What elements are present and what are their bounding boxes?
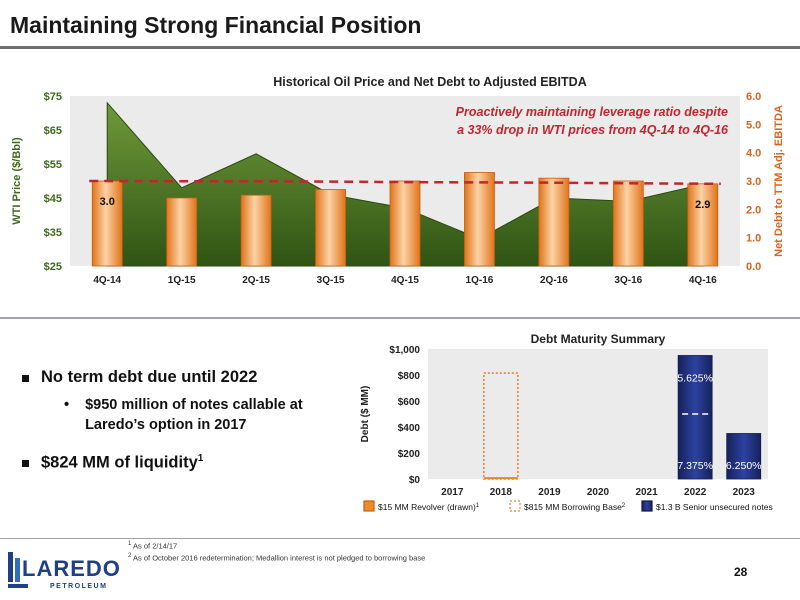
x-axis-tick-label: 3Q-16 (614, 275, 642, 286)
debt-maturity-chart: Debt Maturity Summary Debt ($ MM) $0 $200… (360, 332, 773, 512)
right-axis-tick-label: 3.0 (746, 176, 761, 188)
x-axis-tick-label: 4Q-14 (93, 275, 121, 286)
y-axis-tick-label: $200 (398, 449, 421, 460)
right-axis-tick-label: 0.0 (746, 261, 761, 273)
legend-label: $15 MM Revolver (drawn)1 (378, 502, 480, 512)
coupon-label: 7.375% (677, 460, 713, 472)
logo-wordmark: LAREDO (22, 556, 121, 581)
leverage-bar (538, 177, 570, 267)
x-axis-tick-label: 2018 (490, 487, 513, 498)
sub-bullet-callable: • $950 million of notes callable at Lare… (64, 395, 342, 435)
left-axis-title: WTI Price ($/Bbl) (11, 137, 23, 225)
key-points: No term debt due until 2022 • $950 milli… (22, 368, 342, 473)
footnote-1: 1 As of 2/14/17 (128, 541, 178, 551)
bullet-liquidity-text: $824 MM of liquidity (41, 453, 198, 472)
square-bullet-icon (22, 375, 29, 382)
legend-footnote-mark: 1 (476, 503, 480, 509)
x-axis-tick-label: 2021 (635, 487, 658, 498)
x-axis-tick-label: 4Q-15 (391, 275, 419, 286)
right-axis-title: Net Debt to TTM Adj. EBITDA (773, 105, 785, 257)
title-divider (0, 46, 800, 49)
right-axis-tick-label: 4.0 (746, 148, 761, 160)
round-bullet-icon: • (64, 397, 70, 413)
annotation-line-2: a 33% drop in WTI prices from 4Q-14 to 4… (457, 123, 729, 137)
y-axis-tick-label: $0 (409, 475, 421, 486)
leverage-bar (389, 180, 421, 267)
leverage-bar (240, 194, 272, 267)
x-axis-tick-label: 2022 (684, 487, 707, 498)
y-axis-tick-label: $1,000 (389, 345, 420, 356)
logo-mark-bar (15, 558, 20, 582)
x-axis-tick-label: 1Q-16 (466, 275, 494, 286)
leverage-trend-line (89, 179, 721, 186)
y-axis-tick-label: $600 (398, 397, 421, 408)
bullet-term-debt: No term debt due until 2022 (22, 368, 342, 387)
left-axis-tick-label: $45 (44, 193, 62, 205)
leverage-bar (315, 189, 346, 267)
legend-swatch (363, 500, 375, 512)
coupon-label: 6.250% (726, 460, 762, 472)
x-axis-tick-label: 2020 (587, 487, 610, 498)
laredo-logo: LAREDO PETROLEUM (8, 552, 121, 590)
logo-mark-bar (8, 584, 28, 588)
left-axis-tick-label: $35 (44, 227, 62, 239)
annotation-line-1: Proactively maintaining leverage ratio d… (456, 105, 728, 119)
liquidity-footnote-mark: 1 (197, 453, 204, 464)
y-axis-tick-label: $800 (398, 371, 421, 382)
square-bullet-icon (22, 460, 29, 467)
section-divider (0, 317, 800, 319)
plot-background (428, 349, 768, 479)
leverage-bar (687, 183, 719, 267)
coupon-label: 5.625% (677, 373, 713, 385)
bullet-liquidity: $824 MM of liquidity1 (22, 453, 342, 473)
leverage-data-label: 2.9 (695, 199, 710, 211)
leverage-bar (464, 172, 495, 267)
senior-notes-bar (677, 355, 713, 480)
chart-title: Debt Maturity Summary (531, 332, 666, 346)
legend-label: $815 MM Borrowing Base2 (524, 502, 626, 512)
logo-mark-bar (8, 552, 13, 582)
x-axis-tick-label: 2023 (733, 487, 756, 498)
left-axis-tick-label: $25 (44, 261, 62, 273)
x-axis-tick-label: 4Q-16 (689, 275, 717, 286)
legend-label: $1.3 B Senior unsecured notes (656, 502, 773, 512)
bullet-term-debt-text: No term debt due until 2022 (41, 368, 258, 386)
x-axis-tick-label: 2Q-16 (540, 275, 568, 286)
left-axis-tick-label: $75 (44, 91, 62, 103)
right-axis-tick-label: 1.0 (746, 233, 761, 245)
senior-notes-bar (726, 433, 762, 480)
x-axis-tick-label: 1Q-15 (168, 275, 196, 286)
footnote-2: 2 As of October 2016 redetermination; Me… (128, 553, 426, 563)
legend-footnote-mark: 2 (622, 503, 626, 509)
left-axis-tick-label: $65 (44, 125, 62, 137)
x-axis-tick-label: 3Q-15 (317, 275, 345, 286)
page-title: Maintaining Strong Financial Position (10, 12, 422, 38)
y-axis-tick-label: $400 (398, 423, 421, 434)
leverage-data-label: 3.0 (100, 196, 115, 208)
leverage-bar (166, 197, 198, 267)
x-axis-tick-label: 2017 (441, 487, 464, 498)
oil-price-leverage-chart: Historical Oil Price and Net Debt to Adj… (11, 75, 785, 286)
sub-bullet-callable-text: $950 million of notes callable at Laredo… (85, 397, 303, 433)
revolver-bar (483, 477, 518, 479)
legend-swatch (509, 500, 521, 512)
left-axis-tick-label: $55 (44, 159, 62, 171)
right-axis-tick-label: 5.0 (746, 119, 761, 131)
x-axis-tick-label: 2019 (538, 487, 561, 498)
legend-swatch (641, 500, 653, 512)
logo-subtitle: PETROLEUM (50, 583, 107, 590)
page-number: 28 (734, 565, 748, 579)
leverage-bar (91, 180, 123, 267)
x-axis-tick-label: 2Q-15 (242, 275, 270, 286)
chart-title: Historical Oil Price and Net Debt to Adj… (273, 75, 586, 89)
y-axis-title: Debt ($ MM) (360, 386, 371, 443)
footer-divider (0, 538, 800, 539)
leverage-bar (612, 180, 644, 267)
right-axis-tick-label: 6.0 (746, 91, 761, 103)
right-axis-tick-label: 2.0 (746, 204, 761, 216)
